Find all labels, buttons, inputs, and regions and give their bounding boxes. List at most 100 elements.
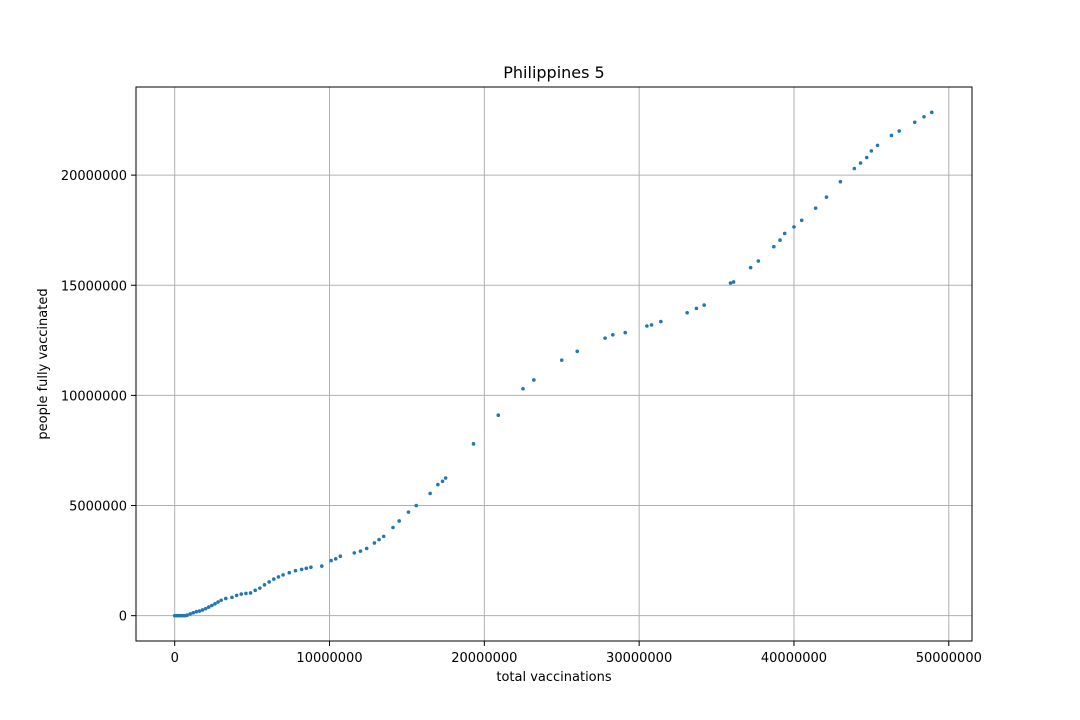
data-point bbox=[852, 166, 857, 171]
data-point bbox=[756, 259, 761, 263]
data-point bbox=[271, 577, 276, 581]
data-point bbox=[440, 479, 445, 484]
x-axis-ticks: 0 10000000 20000000 30000000 40000000 5000000… bbox=[171, 641, 982, 666]
data-point bbox=[611, 333, 615, 337]
data-point bbox=[897, 129, 902, 133]
data-point bbox=[185, 613, 189, 618]
data-point bbox=[443, 476, 448, 480]
data-point bbox=[436, 482, 440, 487]
data-point bbox=[219, 598, 223, 603]
y-tick-label: 0 bbox=[119, 610, 127, 625]
data-point bbox=[838, 179, 843, 184]
data-point bbox=[649, 323, 654, 327]
data-point bbox=[210, 603, 214, 608]
data-point bbox=[244, 591, 248, 596]
data-point bbox=[728, 281, 733, 285]
data-point bbox=[358, 549, 363, 553]
data-point bbox=[281, 573, 285, 577]
data-point bbox=[309, 565, 313, 570]
data-point bbox=[200, 608, 205, 612]
data-point bbox=[496, 413, 501, 418]
data-point bbox=[262, 583, 267, 587]
data-point bbox=[397, 519, 401, 523]
data-point bbox=[299, 567, 304, 572]
data-point bbox=[575, 349, 580, 354]
data-point bbox=[559, 358, 564, 362]
data-point bbox=[694, 306, 699, 311]
data-point bbox=[685, 310, 689, 315]
grid-lines bbox=[136, 87, 972, 641]
data-point bbox=[414, 503, 419, 508]
data-point bbox=[304, 566, 309, 571]
x-axis-label: total vaccinations bbox=[496, 670, 612, 685]
data-point bbox=[234, 593, 239, 598]
data-point bbox=[929, 110, 934, 115]
data-point bbox=[702, 303, 706, 307]
data-point bbox=[216, 600, 220, 604]
data-point bbox=[428, 491, 432, 496]
data-point bbox=[253, 588, 258, 593]
data-point bbox=[391, 525, 395, 530]
data-point bbox=[276, 575, 281, 579]
y-tick-label: 20000000 bbox=[61, 169, 127, 184]
data-point bbox=[471, 442, 476, 446]
data-point bbox=[659, 319, 663, 324]
y-tick-label: 15000000 bbox=[61, 279, 127, 294]
data-point bbox=[213, 601, 217, 606]
data-point bbox=[381, 534, 386, 539]
data-point bbox=[813, 206, 818, 210]
data-points bbox=[172, 110, 934, 618]
x-tick-label: 50000000 bbox=[916, 651, 982, 666]
y-tick-label: 5000000 bbox=[69, 500, 127, 515]
data-point bbox=[333, 557, 338, 561]
data-point bbox=[406, 510, 411, 514]
data-point bbox=[258, 586, 262, 590]
data-point bbox=[864, 155, 869, 160]
data-point bbox=[532, 378, 536, 382]
data-point bbox=[824, 195, 829, 199]
data-point bbox=[772, 244, 776, 249]
data-point bbox=[782, 231, 787, 236]
data-point bbox=[603, 336, 607, 340]
data-point bbox=[731, 280, 736, 284]
data-point bbox=[352, 551, 357, 555]
data-point bbox=[197, 609, 202, 613]
chart-title: Philippines 5 bbox=[503, 63, 604, 82]
y-axis-label: people fully vaccinated bbox=[36, 288, 51, 439]
data-point bbox=[869, 149, 874, 153]
data-point bbox=[188, 612, 192, 616]
plot-frame bbox=[135, 86, 973, 642]
data-point bbox=[329, 558, 333, 563]
data-point bbox=[792, 225, 796, 229]
y-axis-ticks: 0 5000000 10000000 15000000 20000000 bbox=[61, 169, 136, 625]
data-point bbox=[778, 238, 782, 242]
data-point bbox=[319, 564, 324, 568]
x-tick-label: 0 bbox=[171, 651, 179, 666]
data-point bbox=[191, 611, 196, 615]
data-point bbox=[239, 592, 244, 596]
y-tick-label: 10000000 bbox=[61, 389, 127, 404]
data-point bbox=[194, 609, 199, 614]
x-tick-label: 40000000 bbox=[761, 651, 827, 666]
data-point bbox=[338, 554, 343, 558]
data-point bbox=[912, 120, 917, 125]
data-point bbox=[858, 161, 863, 165]
data-point bbox=[364, 546, 369, 551]
data-point bbox=[230, 595, 234, 600]
data-point bbox=[799, 218, 804, 223]
data-point bbox=[377, 537, 381, 542]
data-point bbox=[287, 570, 292, 575]
data-point bbox=[521, 386, 525, 391]
x-tick-label: 10000000 bbox=[296, 651, 362, 666]
data-point bbox=[203, 606, 208, 611]
x-tick-label: 20000000 bbox=[451, 651, 517, 666]
data-point bbox=[206, 605, 211, 609]
data-point bbox=[645, 324, 649, 328]
data-point bbox=[248, 591, 253, 595]
data-point bbox=[372, 541, 377, 545]
data-point bbox=[922, 114, 926, 119]
data-point bbox=[623, 330, 628, 335]
data-point bbox=[293, 568, 298, 573]
data-point bbox=[223, 596, 228, 601]
